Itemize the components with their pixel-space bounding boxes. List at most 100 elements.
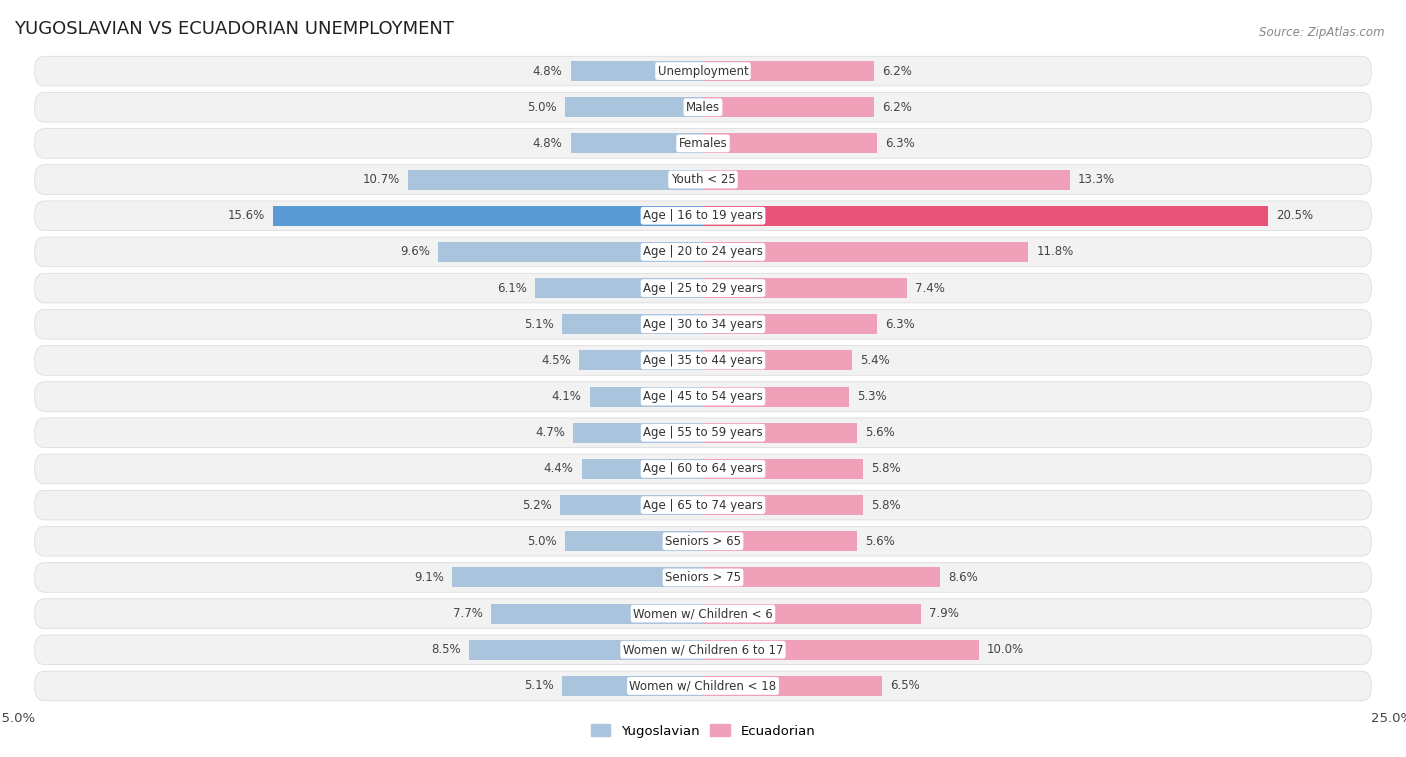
- Text: 7.9%: 7.9%: [929, 607, 959, 620]
- Text: 20.5%: 20.5%: [1277, 209, 1313, 223]
- FancyBboxPatch shape: [35, 56, 1371, 86]
- Text: Age | 65 to 74 years: Age | 65 to 74 years: [643, 499, 763, 512]
- Text: 11.8%: 11.8%: [1036, 245, 1074, 258]
- Text: 5.6%: 5.6%: [866, 534, 896, 548]
- Text: Seniors > 75: Seniors > 75: [665, 571, 741, 584]
- Text: Age | 30 to 34 years: Age | 30 to 34 years: [643, 318, 763, 331]
- Bar: [703, 314, 876, 334]
- Text: Women w/ Children 6 to 17: Women w/ Children 6 to 17: [623, 643, 783, 656]
- Text: 4.8%: 4.8%: [533, 137, 562, 150]
- FancyBboxPatch shape: [35, 671, 1371, 701]
- Bar: [560, 495, 703, 515]
- Text: 6.3%: 6.3%: [884, 318, 915, 331]
- Bar: [273, 206, 703, 226]
- Text: 8.6%: 8.6%: [948, 571, 979, 584]
- Bar: [579, 350, 703, 370]
- Bar: [703, 206, 1268, 226]
- Text: 5.1%: 5.1%: [524, 680, 554, 693]
- Bar: [439, 242, 703, 262]
- Legend: Yugoslavian, Ecuadorian: Yugoslavian, Ecuadorian: [585, 719, 821, 743]
- Text: Age | 20 to 24 years: Age | 20 to 24 years: [643, 245, 763, 258]
- Bar: [703, 242, 1028, 262]
- FancyBboxPatch shape: [35, 92, 1371, 122]
- Text: 15.6%: 15.6%: [228, 209, 264, 223]
- Text: 5.8%: 5.8%: [872, 499, 901, 512]
- FancyBboxPatch shape: [35, 346, 1371, 375]
- Text: Seniors > 65: Seniors > 65: [665, 534, 741, 548]
- Text: Women w/ Children < 18: Women w/ Children < 18: [630, 680, 776, 693]
- Text: 5.0%: 5.0%: [527, 101, 557, 114]
- Text: Youth < 25: Youth < 25: [671, 173, 735, 186]
- Text: 6.2%: 6.2%: [882, 101, 912, 114]
- Text: Source: ZipAtlas.com: Source: ZipAtlas.com: [1260, 26, 1385, 39]
- Bar: [703, 568, 941, 587]
- Bar: [703, 459, 863, 479]
- Text: Age | 35 to 44 years: Age | 35 to 44 years: [643, 354, 763, 367]
- Text: 6.2%: 6.2%: [882, 64, 912, 77]
- Bar: [703, 423, 858, 443]
- Bar: [703, 640, 979, 659]
- Text: YUGOSLAVIAN VS ECUADORIAN UNEMPLOYMENT: YUGOSLAVIAN VS ECUADORIAN UNEMPLOYMENT: [14, 20, 454, 38]
- Bar: [703, 495, 863, 515]
- Text: 9.1%: 9.1%: [415, 571, 444, 584]
- Bar: [703, 531, 858, 551]
- Bar: [468, 640, 703, 659]
- FancyBboxPatch shape: [35, 201, 1371, 231]
- Text: Males: Males: [686, 101, 720, 114]
- FancyBboxPatch shape: [35, 562, 1371, 592]
- Bar: [703, 387, 849, 407]
- Bar: [565, 531, 703, 551]
- Bar: [571, 61, 703, 81]
- Text: 10.7%: 10.7%: [363, 173, 399, 186]
- FancyBboxPatch shape: [35, 599, 1371, 628]
- FancyBboxPatch shape: [35, 418, 1371, 447]
- Bar: [562, 676, 703, 696]
- Text: 9.6%: 9.6%: [401, 245, 430, 258]
- Text: 4.5%: 4.5%: [541, 354, 571, 367]
- Text: 7.7%: 7.7%: [453, 607, 482, 620]
- Text: 5.0%: 5.0%: [527, 534, 557, 548]
- Text: 5.4%: 5.4%: [860, 354, 890, 367]
- Bar: [574, 423, 703, 443]
- Text: Age | 45 to 54 years: Age | 45 to 54 years: [643, 390, 763, 403]
- Text: Age | 25 to 29 years: Age | 25 to 29 years: [643, 282, 763, 294]
- Text: Females: Females: [679, 137, 727, 150]
- FancyBboxPatch shape: [35, 491, 1371, 520]
- FancyBboxPatch shape: [35, 382, 1371, 411]
- Bar: [565, 98, 703, 117]
- Bar: [408, 170, 703, 189]
- Text: 13.3%: 13.3%: [1078, 173, 1115, 186]
- Text: Women w/ Children < 6: Women w/ Children < 6: [633, 607, 773, 620]
- Text: 4.4%: 4.4%: [544, 463, 574, 475]
- Text: Age | 16 to 19 years: Age | 16 to 19 years: [643, 209, 763, 223]
- FancyBboxPatch shape: [35, 129, 1371, 158]
- FancyBboxPatch shape: [35, 310, 1371, 339]
- FancyBboxPatch shape: [35, 454, 1371, 484]
- Text: 5.2%: 5.2%: [522, 499, 551, 512]
- FancyBboxPatch shape: [35, 165, 1371, 195]
- Bar: [703, 603, 921, 624]
- Bar: [571, 133, 703, 154]
- Text: Age | 55 to 59 years: Age | 55 to 59 years: [643, 426, 763, 439]
- FancyBboxPatch shape: [35, 635, 1371, 665]
- Text: 6.3%: 6.3%: [884, 137, 915, 150]
- Text: 6.5%: 6.5%: [890, 680, 920, 693]
- Text: Unemployment: Unemployment: [658, 64, 748, 77]
- FancyBboxPatch shape: [35, 526, 1371, 556]
- FancyBboxPatch shape: [35, 273, 1371, 303]
- Bar: [562, 314, 703, 334]
- Text: 4.7%: 4.7%: [536, 426, 565, 439]
- Bar: [703, 350, 852, 370]
- Text: 5.6%: 5.6%: [866, 426, 896, 439]
- Text: Age | 60 to 64 years: Age | 60 to 64 years: [643, 463, 763, 475]
- FancyBboxPatch shape: [35, 237, 1371, 266]
- Text: 5.8%: 5.8%: [872, 463, 901, 475]
- Text: 5.3%: 5.3%: [858, 390, 887, 403]
- Text: 6.1%: 6.1%: [496, 282, 527, 294]
- Bar: [703, 676, 882, 696]
- Bar: [582, 459, 703, 479]
- Bar: [703, 98, 875, 117]
- Bar: [703, 170, 1070, 189]
- Text: 7.4%: 7.4%: [915, 282, 945, 294]
- Bar: [703, 278, 907, 298]
